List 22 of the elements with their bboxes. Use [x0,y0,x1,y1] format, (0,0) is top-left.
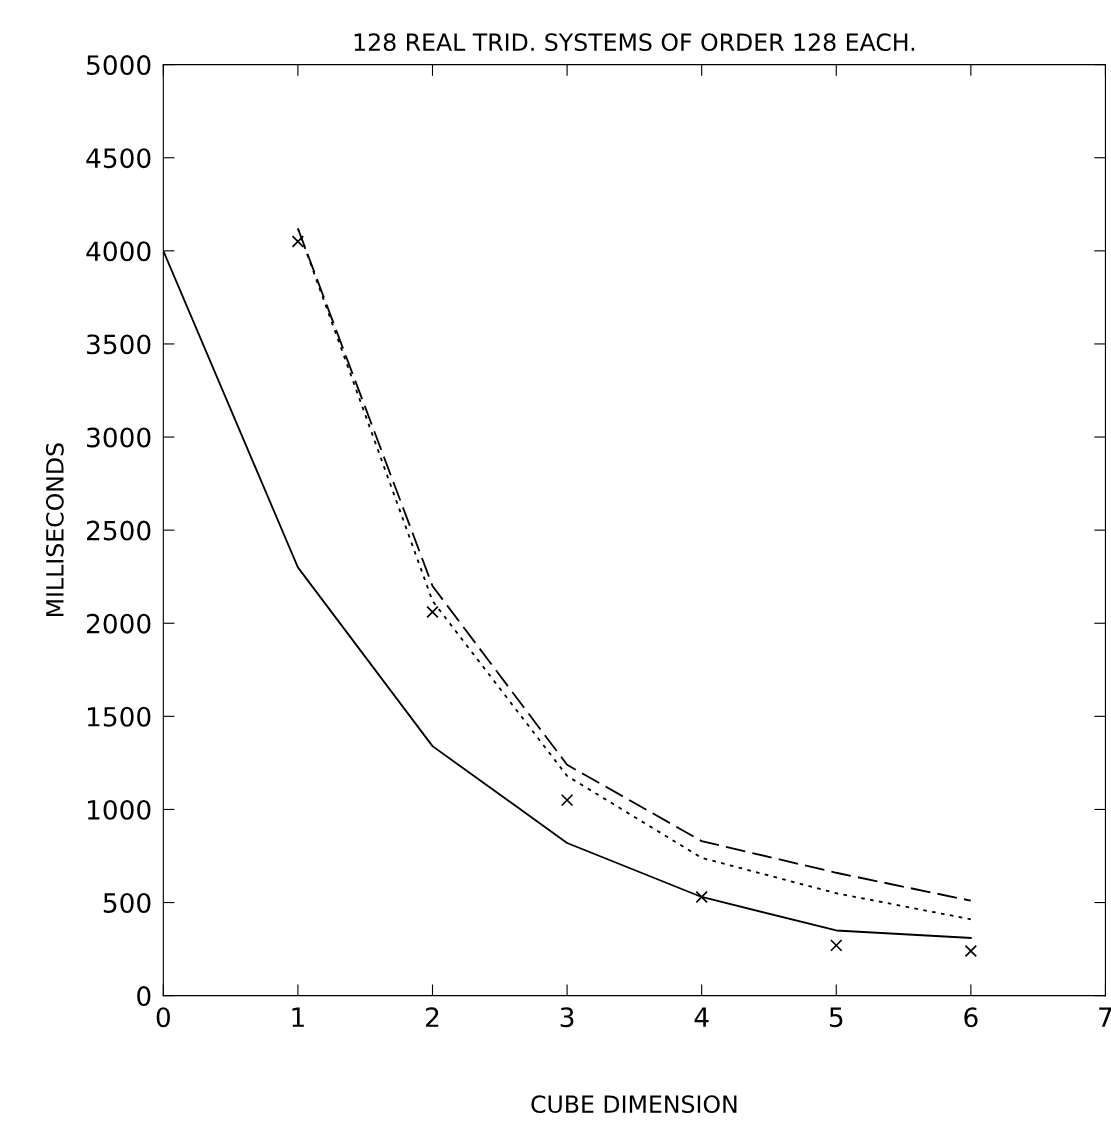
y-tick-label: 4000 [86,241,151,262]
x-tick-label: 6 [964,1007,978,1028]
x-tick-label: 1 [292,1007,304,1027]
y-tick-label: 0 [137,986,151,1007]
x-tick-label: 2 [426,1007,439,1027]
y-tick-label: 500 [103,892,151,913]
y-tick-label: 3500 [87,334,151,355]
x-axis-title: CUBE DIMENSION [531,1095,737,1114]
y-tick-label: 3000 [87,427,151,448]
y-tick-label: 1000 [87,799,151,820]
x-tick-label: 0 [156,1007,170,1028]
x-tick-label: 7 [1099,1007,1111,1027]
x-tick-label: 5 [829,1007,843,1028]
y-tick-label: 5000 [87,55,151,76]
y-tick-label: 1500 [87,706,151,727]
x-tick-label: 3 [560,1007,574,1028]
y-tick-label: 2500 [86,520,151,541]
chart-title: 128 REAL TRID. SYSTEMS OF ORDER 128 EACH. [354,33,915,52]
y-tick-label: 4500 [86,148,151,169]
y-axis-title: MILLISECONDS [45,443,64,617]
y-tick-label: 2000 [86,613,151,634]
x-tick-label: 4 [694,1007,709,1027]
